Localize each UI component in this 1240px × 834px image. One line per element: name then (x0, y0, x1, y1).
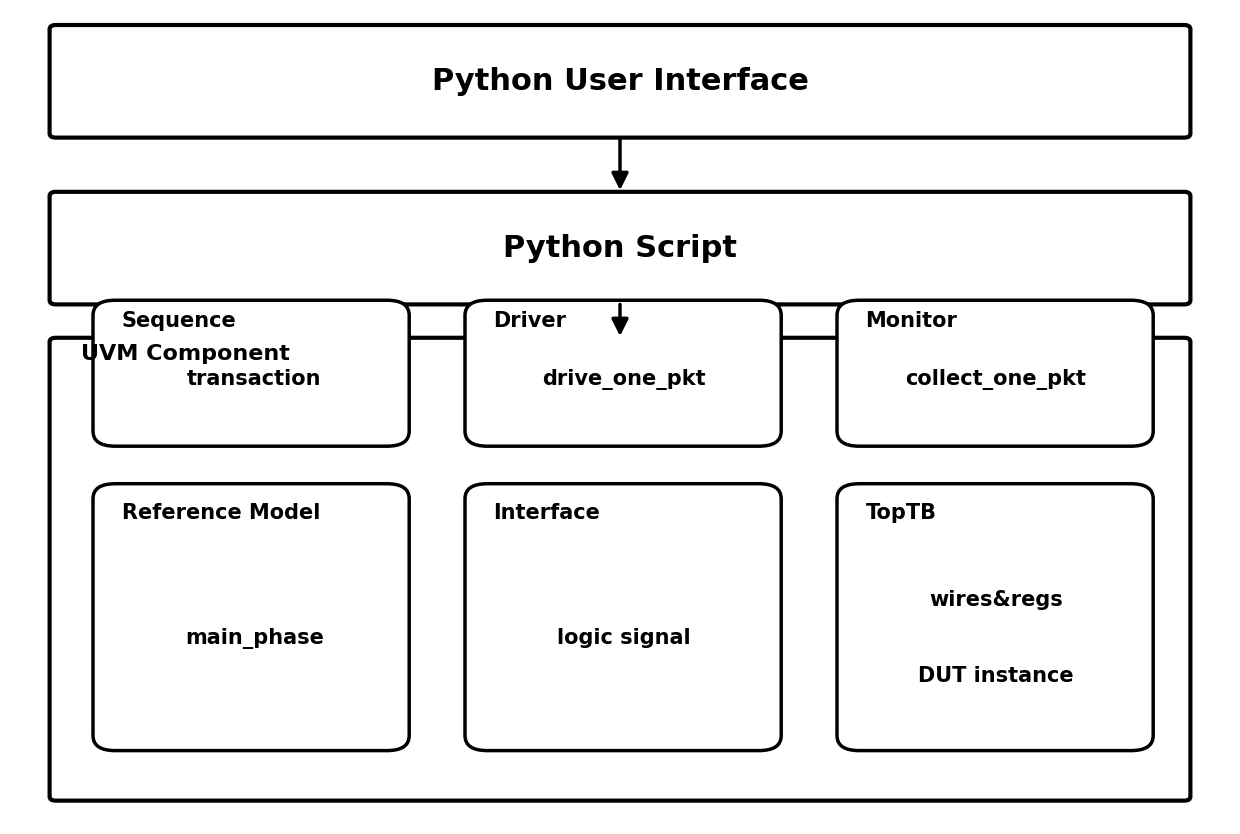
FancyBboxPatch shape (93, 300, 409, 446)
FancyBboxPatch shape (465, 484, 781, 751)
Text: Interface: Interface (494, 503, 600, 523)
FancyBboxPatch shape (93, 484, 409, 751)
FancyBboxPatch shape (50, 25, 1190, 138)
FancyBboxPatch shape (50, 192, 1190, 304)
Text: TopTB: TopTB (866, 503, 936, 523)
Text: UVM Component: UVM Component (81, 344, 289, 364)
FancyBboxPatch shape (837, 484, 1153, 751)
Text: Reference Model: Reference Model (122, 503, 320, 523)
Text: Python User Interface: Python User Interface (432, 68, 808, 96)
Text: collect_one_pkt: collect_one_pkt (905, 369, 1086, 390)
Text: wires&regs: wires&regs (929, 590, 1063, 610)
Text: Sequence: Sequence (122, 311, 237, 331)
Text: Monitor: Monitor (866, 311, 957, 331)
Text: main_phase: main_phase (185, 627, 324, 649)
FancyBboxPatch shape (50, 338, 1190, 801)
Text: transaction: transaction (187, 369, 321, 389)
Text: logic signal: logic signal (557, 628, 691, 648)
FancyBboxPatch shape (837, 300, 1153, 446)
Text: drive_one_pkt: drive_one_pkt (542, 369, 706, 390)
Text: Driver: Driver (494, 311, 567, 331)
FancyBboxPatch shape (465, 300, 781, 446)
Text: Python Script: Python Script (503, 234, 737, 263)
Text: DUT instance: DUT instance (918, 666, 1074, 686)
